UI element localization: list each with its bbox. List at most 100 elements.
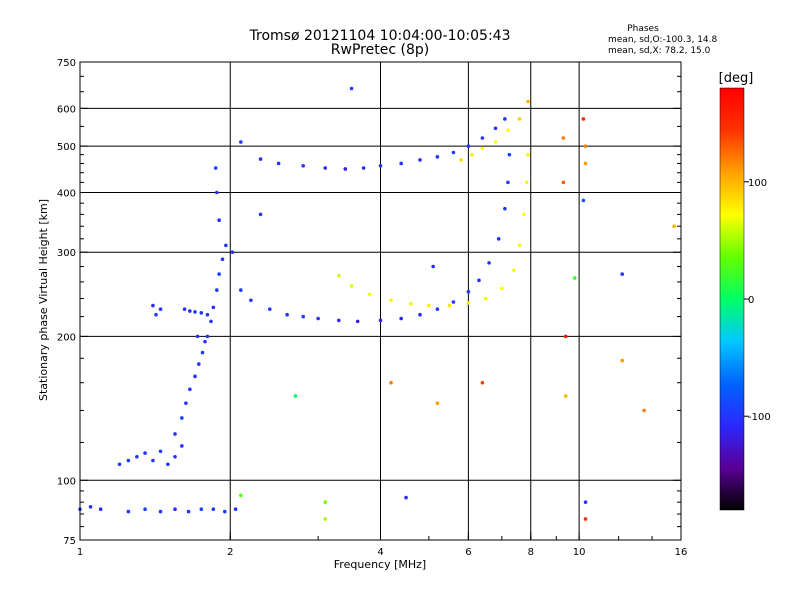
data-point <box>672 224 676 229</box>
y-tick-label: 200 <box>57 332 76 343</box>
data-point <box>435 401 440 405</box>
phases-o-stats: mean, sd,O:-100.3, 14.8 <box>608 35 718 45</box>
x-axis-ticks: 1 2 4 6 8 10 16 <box>77 532 687 558</box>
data-point <box>249 298 253 303</box>
data-point <box>466 301 471 305</box>
data-point <box>466 144 471 148</box>
data-point <box>447 303 452 308</box>
x-tick-label: 1 <box>77 547 83 558</box>
data-point <box>524 180 529 185</box>
data-point <box>217 272 221 276</box>
data-point <box>158 449 163 454</box>
data-point <box>173 454 177 459</box>
data-point <box>496 237 501 241</box>
y-axis-ticks: 75 100 200 300 400 500 600 750 <box>57 58 681 547</box>
data-point <box>222 509 227 514</box>
data-point <box>389 298 393 303</box>
data-point <box>323 500 328 504</box>
data-point <box>493 140 498 144</box>
data-point <box>399 316 403 321</box>
data-point <box>378 318 383 323</box>
data-point <box>258 157 263 161</box>
y-tick-label: 600 <box>57 104 76 115</box>
data-point <box>503 117 507 121</box>
data-point <box>620 358 625 363</box>
data-point <box>173 507 177 511</box>
colorbar-tick-label: -100 <box>748 412 771 423</box>
data-point <box>470 152 474 157</box>
data-point <box>126 509 131 514</box>
data-point <box>337 318 341 323</box>
data-point <box>143 507 147 511</box>
data-point <box>239 140 243 144</box>
data-point <box>220 257 225 262</box>
data-point <box>349 86 354 91</box>
data-point <box>199 311 204 315</box>
data-point <box>217 218 221 223</box>
data-point <box>215 190 219 195</box>
data-point <box>483 296 488 301</box>
data-point <box>404 495 408 500</box>
x-tick-label: 10 <box>573 547 586 558</box>
data-point <box>526 99 530 104</box>
colorbar <box>719 87 745 511</box>
data-point <box>583 500 588 504</box>
data-point <box>126 458 131 463</box>
data-point <box>193 310 197 314</box>
data-point <box>480 136 485 140</box>
data-point <box>213 166 218 170</box>
data-point <box>143 451 147 455</box>
data-point <box>378 163 383 168</box>
data-point <box>642 408 646 413</box>
data-point <box>158 509 163 514</box>
data-point <box>561 180 566 185</box>
x-tick-label: 8 <box>528 547 534 558</box>
data-point <box>184 401 188 405</box>
colorbar-tick-label: 0 <box>748 295 754 306</box>
data-point <box>239 493 243 498</box>
data-point <box>188 387 192 392</box>
y-tick-label: 500 <box>57 142 76 153</box>
data-point <box>205 312 210 317</box>
data-point <box>182 307 187 311</box>
y-axis-label: Stationary phase Virtual Height [km] <box>37 199 50 401</box>
data-point <box>477 278 481 283</box>
data-point <box>451 150 456 155</box>
data-point <box>323 166 328 170</box>
colorbar-label: [deg] <box>719 71 754 86</box>
data-point <box>451 300 456 304</box>
data-point <box>408 301 413 306</box>
data-point <box>173 432 177 436</box>
data-point <box>503 206 507 211</box>
grid-lines <box>80 62 681 540</box>
data-point <box>583 517 588 521</box>
data-point <box>355 319 360 324</box>
data-point <box>215 288 219 292</box>
data-point <box>563 394 568 398</box>
data-point <box>506 128 510 132</box>
data-point <box>117 462 122 467</box>
data-point <box>526 152 530 157</box>
data-point <box>154 312 158 317</box>
data-point <box>563 334 568 339</box>
data-point <box>343 167 348 171</box>
data-point <box>361 166 366 170</box>
phases-x-stats: mean, sd,X: 78.2, 15.0 <box>608 46 711 56</box>
data-point <box>193 374 197 379</box>
data-point <box>211 305 216 310</box>
data-point <box>88 505 93 509</box>
data-point <box>427 303 431 308</box>
data-point <box>418 312 422 317</box>
data-point <box>151 458 155 463</box>
data-point <box>180 444 184 448</box>
y-tick-label: 300 <box>57 248 76 259</box>
data-point <box>199 507 204 511</box>
data-point <box>480 146 485 151</box>
data-point <box>399 161 403 166</box>
data-point <box>233 507 238 511</box>
y-tick-label: 750 <box>57 58 76 69</box>
data-point <box>506 180 510 185</box>
data-point <box>209 319 213 324</box>
data-point <box>389 380 393 385</box>
data-point <box>620 272 625 276</box>
